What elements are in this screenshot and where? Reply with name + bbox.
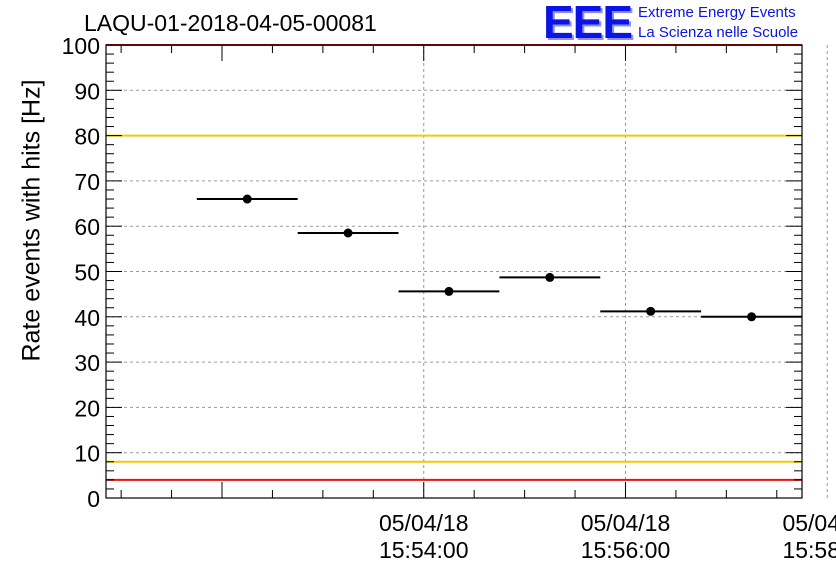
x-tick-label-time: 15:58:00 <box>782 537 836 563</box>
y-tick-label: 60 <box>74 214 100 240</box>
y-tick-label: 0 <box>87 486 100 512</box>
y-tick-label: 50 <box>74 260 100 286</box>
reference-lines <box>106 44 802 481</box>
x-tick-label-date: 05/04/18 <box>782 510 836 536</box>
x-tick-label-date: 05/04/18 <box>581 510 671 536</box>
y-tick-label: 20 <box>74 395 100 421</box>
y-tick-label: 10 <box>74 441 100 467</box>
data-point <box>242 194 252 204</box>
logo-line-1: Extreme Energy Events <box>638 4 796 21</box>
chart-title: LAQU-01-2018-04-05-00081 <box>84 10 377 36</box>
y-axis-label: Rate events with hits [Hz] <box>17 79 46 362</box>
eee-logo-mark: EEE <box>543 0 633 48</box>
data-point <box>646 306 656 316</box>
y-tick-label: 100 <box>62 33 100 59</box>
data-point <box>444 286 454 296</box>
x-tick-label-date: 05/04/18 <box>379 510 469 536</box>
axes: 010203040506070809010005/04/1815:54:0005… <box>62 33 836 563</box>
x-tick-label-time: 15:54:00 <box>379 537 469 563</box>
data-point <box>343 228 353 238</box>
y-tick-label: 80 <box>74 124 100 150</box>
y-tick-label: 40 <box>74 305 100 331</box>
grid <box>106 45 828 498</box>
logo-line-2: La Scienza nelle Scuole <box>638 24 799 41</box>
data-point <box>545 272 555 282</box>
y-tick-label: 70 <box>74 169 100 195</box>
data-point <box>747 312 757 322</box>
data-points <box>196 194 802 322</box>
y-tick-label: 90 <box>74 78 100 104</box>
y-tick-label: 30 <box>74 350 100 376</box>
x-tick-label-time: 15:56:00 <box>581 537 671 563</box>
